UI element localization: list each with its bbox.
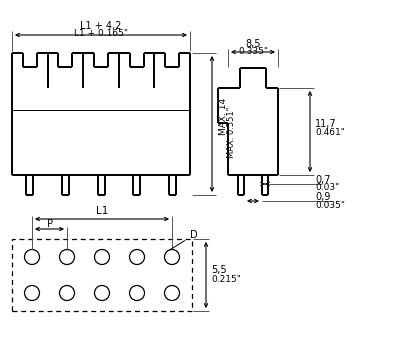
- Text: L1 + 0.165": L1 + 0.165": [74, 29, 128, 38]
- Text: L1: L1: [96, 206, 108, 216]
- Text: 0.035": 0.035": [315, 201, 345, 210]
- Text: 5,5: 5,5: [211, 265, 227, 275]
- Text: 0.215": 0.215": [211, 275, 241, 284]
- Text: D: D: [169, 230, 198, 250]
- Text: 11,7: 11,7: [315, 118, 337, 129]
- Text: L1 + 4,2: L1 + 4,2: [80, 21, 122, 31]
- Text: MAX. 0.551": MAX. 0.551": [227, 106, 236, 158]
- Text: 0,9: 0,9: [315, 192, 330, 202]
- Text: 0.03": 0.03": [315, 184, 339, 192]
- Text: P: P: [46, 219, 52, 229]
- Text: 0.461": 0.461": [315, 128, 345, 137]
- Text: 0.335": 0.335": [238, 47, 268, 57]
- Text: 8,5: 8,5: [245, 39, 261, 49]
- Text: 0,7: 0,7: [315, 175, 330, 185]
- Text: MAX. 14: MAX. 14: [219, 97, 228, 134]
- Bar: [12, 239, 192, 311]
